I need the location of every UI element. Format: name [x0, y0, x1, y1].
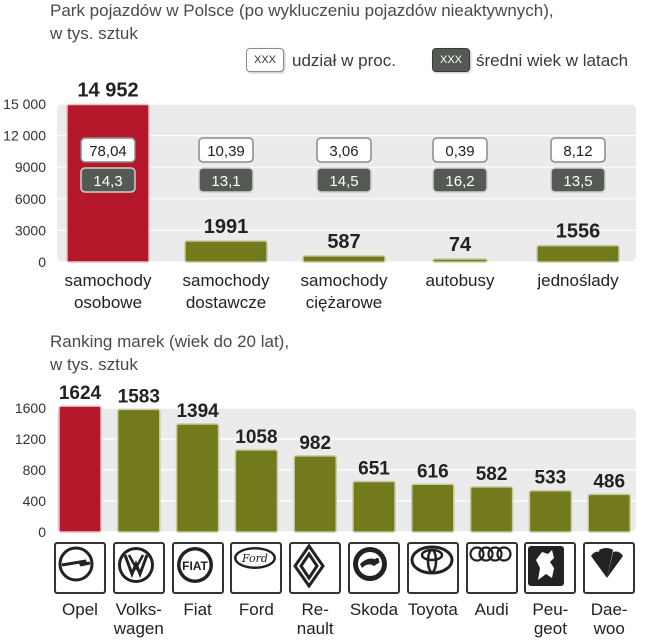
- chart2-value-label: 1624: [59, 383, 102, 404]
- chart1-subtitle: w tys. sztuk: [50, 24, 138, 43]
- chart1-ytick-label: 9000: [15, 159, 46, 175]
- fiat-logo-box: FIAT: [171, 542, 224, 594]
- chart2-bar: [58, 405, 102, 533]
- chart2-value-label: 486: [593, 471, 625, 492]
- chart1-bar: [432, 258, 488, 263]
- chart2-bar: [528, 489, 573, 533]
- ford-logo-text: Ford: [241, 552, 268, 565]
- chart1-value-label: 1991: [204, 216, 249, 238]
- chart1-share-value: 0,39: [445, 143, 474, 160]
- chart1-category-label: samochody: [301, 271, 388, 290]
- chart2-subtitle: w tys. sztuk: [50, 355, 138, 374]
- chart1-share-value: 78,04: [89, 143, 127, 160]
- chart1-age-badge: [432, 167, 488, 193]
- chart2-category-label: Opel: [62, 600, 98, 619]
- chart2-bar: [469, 486, 514, 533]
- chart1-age-badge: [80, 167, 136, 193]
- chart1-ytick-label: 15 000: [3, 96, 46, 112]
- chart2-value-label: 1394: [176, 401, 219, 422]
- audi-logo-box: [465, 542, 518, 594]
- chart1-age-value: 16,2: [445, 173, 474, 190]
- chart2-category-label: Fiat: [183, 600, 212, 619]
- chart1-age-badge: [198, 167, 254, 193]
- opel-logo-box: [54, 542, 106, 594]
- chart1-age-value: 14,3: [93, 173, 122, 190]
- chart1-ytick-label: 12 000: [3, 128, 46, 144]
- chart1-category-label: dostawcze: [186, 293, 266, 312]
- chart1-share-badge: [316, 137, 372, 163]
- legend-age-label: średni wiek w latach: [476, 51, 629, 70]
- chart2-category-label: Dae- woo: [590, 600, 628, 638]
- chart1-category-label: osobowe: [74, 293, 142, 312]
- chart2-value-label: 533: [535, 468, 567, 489]
- peugeot-logo-box: [524, 542, 577, 594]
- chart1-bar: [302, 255, 386, 263]
- legend-age-swatch: XXX: [432, 48, 470, 72]
- ford-logo-box: Ford: [230, 542, 283, 594]
- chart1-age-value: 13,1: [211, 173, 240, 190]
- chart1-category-label: samochody: [183, 271, 270, 290]
- chart2-bar: [293, 455, 337, 533]
- chart1-share-badge: [198, 137, 254, 163]
- chart1-ytick-label: 3000: [15, 222, 46, 238]
- chart1-category-label: jednoślady: [536, 271, 619, 290]
- chart1-share-badge: [80, 137, 136, 163]
- chart1-category-label: samochody: [65, 271, 152, 290]
- toyota-logo-box: [406, 542, 459, 594]
- chart1-title: Park pojazdów w Polsce (po wykluczeniu p…: [50, 1, 554, 20]
- chart2-category-label: Toyota: [407, 600, 458, 619]
- chart1-bar: [184, 240, 268, 263]
- chart1-share-badge: [432, 137, 488, 163]
- chart2-category-label: Peu- geot: [532, 600, 569, 638]
- chart2-ytick-label: 400: [23, 493, 47, 509]
- chart2-category-label: Audi: [474, 600, 509, 619]
- chart2-bar: [175, 423, 220, 533]
- chart2-title: Ranking marek (wiek do 20 lat),: [50, 332, 290, 351]
- chart1-ytick-label: 6000: [15, 191, 46, 207]
- chart1-share-value: 8,12: [563, 143, 592, 160]
- chart2-value-label: 651: [358, 459, 390, 480]
- chart2-category-label: Re- nault: [296, 600, 334, 638]
- legend-share-swatch: XXX: [246, 48, 284, 72]
- chart1-value-label: 587: [327, 231, 360, 253]
- chart1-age-badge: [550, 167, 606, 193]
- chart2-value-label: 982: [299, 433, 331, 454]
- chart1-share-value: 3,06: [329, 143, 358, 160]
- skoda-logo-box: [348, 542, 400, 594]
- chart2-ytick-label: 0: [38, 524, 46, 540]
- chart2-category-label: Skoda: [349, 600, 399, 619]
- chart1-ytick-label: 0: [38, 254, 46, 270]
- chart1-value-label: 14 952: [77, 80, 138, 102]
- chart2-bar: [352, 480, 396, 533]
- legend-share-label: udział w proc.: [292, 51, 396, 70]
- chart1-category-label: autobusy: [426, 271, 495, 290]
- chart1-age-value: 13,5: [563, 173, 592, 190]
- chart1-share-value: 10,39: [207, 143, 245, 160]
- chart2-value-label: 1058: [235, 427, 277, 448]
- chart1-bar: [536, 244, 620, 263]
- fiat-logo-text: FIAT: [182, 559, 208, 573]
- volkswagen-logo-box: [112, 542, 165, 594]
- chart1-category-label: ciężarowe: [306, 293, 383, 312]
- chart2-bar: [587, 493, 631, 533]
- chart2-category-label: Volks- wagen: [113, 600, 164, 638]
- renault-logo-box: [289, 542, 342, 594]
- chart2-value-label: 1583: [118, 386, 160, 407]
- daewoo-logo-box: [583, 542, 636, 594]
- chart2-ytick-label: 1600: [15, 400, 46, 416]
- chart2-value-label: 582: [476, 464, 508, 485]
- chart2-ytick-label: 800: [23, 462, 47, 478]
- chart1-value-label: 74: [449, 234, 472, 256]
- chart1-value-label: 1556: [556, 221, 601, 243]
- chart2-bar: [117, 408, 161, 533]
- chart1-age-value: 14,5: [329, 173, 358, 190]
- chart2-bar: [234, 449, 279, 533]
- chart2-category-label: Ford: [238, 600, 274, 619]
- chart2-value-label: 616: [417, 461, 449, 482]
- chart1-share-badge: [550, 137, 606, 163]
- chart2-bar: [411, 483, 455, 533]
- chart2-ytick-label: 1200: [15, 431, 46, 447]
- chart1-age-badge: [316, 167, 372, 193]
